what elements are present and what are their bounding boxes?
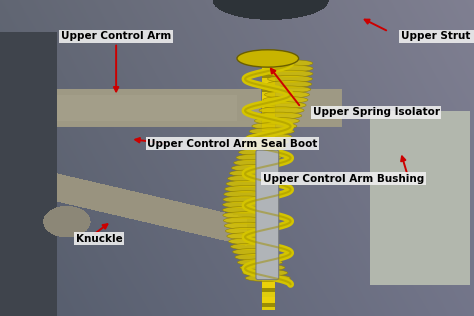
- Ellipse shape: [246, 275, 290, 282]
- Text: Knuckle: Knuckle: [76, 234, 123, 244]
- Ellipse shape: [268, 65, 313, 72]
- Ellipse shape: [268, 60, 313, 67]
- Ellipse shape: [255, 117, 300, 124]
- Ellipse shape: [266, 86, 311, 93]
- Ellipse shape: [227, 233, 272, 240]
- Ellipse shape: [264, 91, 310, 98]
- Ellipse shape: [225, 185, 270, 192]
- Ellipse shape: [237, 50, 299, 67]
- Text: Upper Spring Isolator: Upper Spring Isolator: [313, 107, 440, 117]
- Ellipse shape: [268, 70, 313, 77]
- Ellipse shape: [223, 206, 268, 213]
- Ellipse shape: [231, 165, 276, 172]
- Ellipse shape: [236, 154, 281, 161]
- Text: Upper Strut Mount: Upper Strut Mount: [401, 31, 474, 41]
- Ellipse shape: [237, 259, 283, 266]
- Ellipse shape: [233, 248, 278, 255]
- Ellipse shape: [259, 107, 304, 114]
- Ellipse shape: [257, 112, 302, 119]
- Ellipse shape: [267, 81, 312, 88]
- Ellipse shape: [246, 133, 292, 140]
- Ellipse shape: [243, 269, 288, 276]
- Ellipse shape: [224, 191, 269, 198]
- Ellipse shape: [261, 102, 306, 109]
- Ellipse shape: [235, 254, 280, 261]
- Ellipse shape: [263, 96, 308, 103]
- Ellipse shape: [228, 238, 273, 245]
- Ellipse shape: [228, 175, 273, 182]
- Ellipse shape: [230, 243, 275, 250]
- Ellipse shape: [223, 217, 268, 224]
- Ellipse shape: [238, 149, 283, 156]
- FancyBboxPatch shape: [256, 150, 279, 280]
- Ellipse shape: [249, 128, 294, 135]
- Text: Upper Control Arm Bushing: Upper Control Arm Bushing: [263, 173, 424, 184]
- Text: Upper Control Arm: Upper Control Arm: [61, 31, 171, 41]
- Ellipse shape: [241, 143, 286, 150]
- Ellipse shape: [223, 201, 268, 208]
- Ellipse shape: [225, 228, 270, 234]
- Ellipse shape: [223, 196, 268, 203]
- Ellipse shape: [267, 76, 312, 82]
- Text: Upper Control Arm Seal Boot: Upper Control Arm Seal Boot: [147, 139, 318, 149]
- Ellipse shape: [224, 222, 269, 229]
- Ellipse shape: [252, 123, 297, 130]
- Ellipse shape: [226, 180, 271, 187]
- Ellipse shape: [223, 212, 268, 219]
- Ellipse shape: [244, 138, 289, 145]
- Ellipse shape: [234, 159, 279, 166]
- Ellipse shape: [229, 170, 274, 177]
- Ellipse shape: [240, 264, 285, 271]
